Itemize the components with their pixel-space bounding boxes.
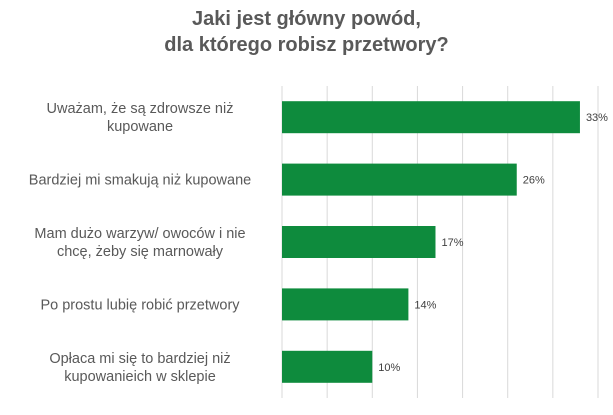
bar-5 [282,350,373,383]
value-label-3: 17% [441,237,463,249]
chart-title-line-1: Jaki jest główny powód, [192,8,421,30]
category-label-1-line-2: kupowane [107,119,173,135]
category-label-1-line-1: Uważam, że są zdrowsze niż [47,101,234,117]
category-label-5-line-1: Opłaca mi się to bardziej niż [49,351,230,367]
category-label-3-line-2: chcę, żeby się marnowały [57,244,224,260]
bar-1 [282,101,580,134]
value-label-4: 14% [414,299,436,311]
category-label-5-line-2: kupowanieich w sklepie [64,369,216,385]
bar-4 [282,288,409,321]
value-label-5: 10% [378,362,400,374]
category-label-3-line-1: Mam dużo warzyw/ owoców i nie [34,226,245,242]
value-label-2: 26% [523,175,545,187]
chart-title-line-2: dla którego robisz przetwory? [164,34,449,56]
category-label-2-line-1: Bardziej mi smakują niż kupowane [29,173,251,189]
value-label-1: 33% [586,112,608,124]
category-label-4-line-1: Po prostu lubię robić przetwory [40,297,240,313]
bar-3 [282,226,436,258]
bar-2 [282,163,517,196]
